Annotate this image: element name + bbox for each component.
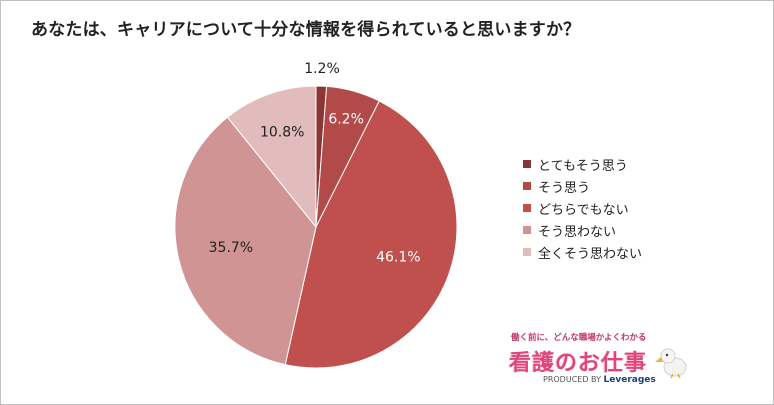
legend-item-1: とてもそう思う	[523, 153, 642, 175]
pie-slice-5	[226, 85, 317, 229]
legend-swatch-1	[523, 160, 531, 168]
brand-company: Leverages	[603, 375, 656, 385]
brand-logo: 働く前に、どんな職場かよくわかる 看護のお仕事 PRODUCED BY Leve…	[509, 331, 699, 393]
produced-by-label: PRODUCED BY	[543, 375, 601, 384]
legend-label-3: どちらでもない	[538, 202, 629, 218]
legend-label-2: そう思う	[538, 180, 591, 196]
slice-label-4: 35.7%	[209, 240, 253, 256]
legend-swatch-2	[523, 182, 531, 190]
legend-item-5: 全くそう思わない	[523, 241, 642, 263]
slice-label-5: 10.8%	[260, 124, 304, 140]
brand-produced-by: PRODUCED BY Leverages	[543, 375, 656, 385]
legend-label-1: とてもそう思う	[538, 158, 628, 174]
pelican-icon	[655, 348, 687, 379]
slice-label-2: 6.2%	[328, 111, 364, 127]
legend-label-5: 全くそう思わない	[538, 246, 643, 262]
pie-slice-3	[284, 100, 458, 369]
pie-slice-4	[174, 116, 317, 366]
slice-label-1: 1.2%	[304, 61, 340, 77]
legend-item-3: どちらでもない	[523, 197, 642, 219]
legend-label-4: そう思わない	[538, 224, 617, 240]
slice-label-3: 46.1%	[376, 249, 420, 265]
brand-tagline: 働く前に、どんな職場かよくわかる	[511, 333, 647, 343]
chart-legend: とてもそう思う そう思うどちらでもない そう思わない全くそう思わない	[523, 153, 642, 263]
legend-swatch-5	[523, 248, 531, 256]
legend-item-2: そう思う	[523, 175, 642, 197]
legend-swatch-3	[523, 204, 531, 212]
legend-swatch-4	[523, 226, 531, 234]
brand-name: 看護のお仕事	[509, 351, 648, 376]
legend-item-4: そう思わない	[523, 219, 642, 241]
chart-title: あなたは、キャリアについて十分な情報を得られていると思いますか？	[31, 20, 581, 40]
